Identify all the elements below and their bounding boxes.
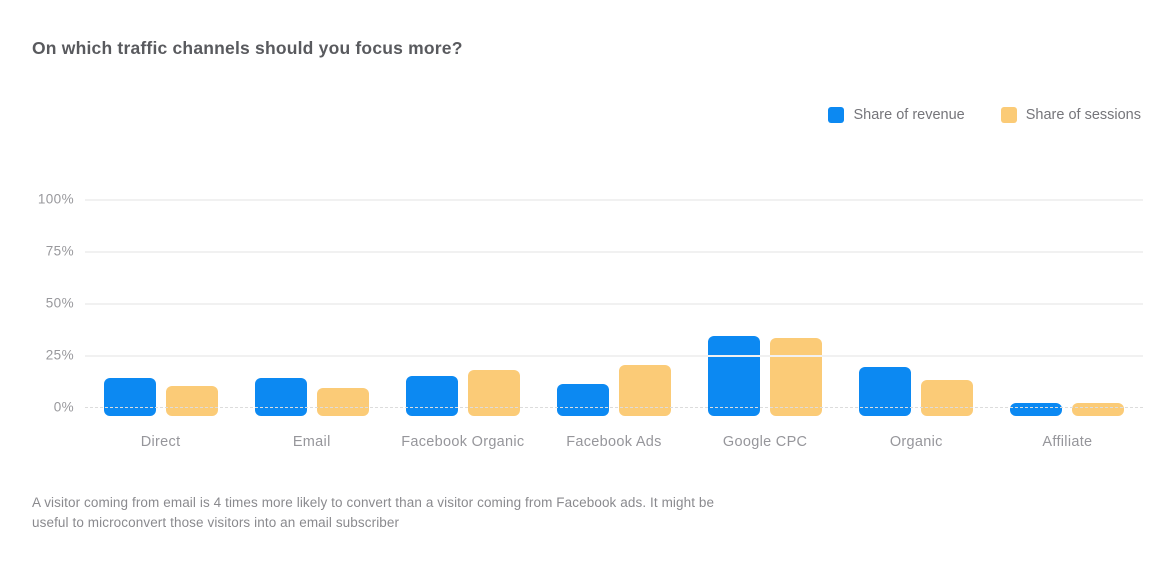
- gridline-25: [85, 355, 1143, 357]
- gridline-100: [85, 199, 1143, 201]
- sessions-bar-facebook-organic[interactable]: [467, 369, 520, 416]
- bar-group-google-cpc: [690, 199, 841, 416]
- legend-label-revenue: Share of revenue: [853, 107, 965, 123]
- sessions-bar-email[interactable]: [316, 388, 369, 416]
- sessions-swatch-icon: [1000, 107, 1017, 123]
- revenue-bar-facebook-organic[interactable]: [405, 375, 458, 416]
- x-axis-labels: Direct Email Facebook Organic Facebook Ads G…: [85, 434, 1143, 450]
- gridline-75: [85, 251, 1143, 253]
- revenue-bar-organic[interactable]: [859, 367, 912, 416]
- sessions-bar-affiliate[interactable]: [1072, 402, 1125, 416]
- bar-group-affiliate: [992, 199, 1143, 416]
- bar-group-direct: [85, 199, 236, 416]
- insight-footnote-line-1: A visitor coming from email is 4 times m…: [32, 495, 715, 510]
- gridline-0: [85, 407, 1143, 408]
- revenue-bar-facebook-ads[interactable]: [556, 384, 609, 416]
- x-axis-label-organic: Organic: [889, 434, 943, 450]
- x-axis-label-email: Email: [292, 434, 331, 450]
- revenue-bar-affiliate[interactable]: [1010, 402, 1063, 416]
- x-axis-label-facebook-organic: Facebook Organic: [401, 434, 525, 450]
- y-axis-label-0: 0%: [53, 399, 74, 415]
- revenue-bar-google-cpc[interactable]: [708, 336, 761, 416]
- bar-group-facebook-organic: [387, 199, 538, 416]
- gridline-50: [85, 303, 1143, 305]
- revenue-swatch-icon: [828, 107, 845, 123]
- y-axis-label-75: 75%: [45, 243, 74, 259]
- revenue-bar-direct[interactable]: [103, 377, 156, 416]
- chart-title: On which traffic channels should you foc…: [32, 38, 463, 58]
- y-axis-label-50: 50%: [45, 295, 74, 311]
- y-axis-label-100: 100%: [37, 191, 74, 207]
- legend-item-sessions[interactable]: Share of sessions: [1000, 107, 1141, 123]
- legend-item-revenue[interactable]: Share of revenue: [828, 107, 965, 123]
- x-axis-label-facebook-ads: Facebook Ads: [566, 434, 662, 450]
- insight-footnote-line-2: useful to microconvert those visitors in…: [32, 515, 400, 531]
- legend-label-sessions: Share of sessions: [1025, 107, 1141, 123]
- insight-footnote: A visitor coming from email is 4 times m…: [32, 493, 714, 534]
- x-axis-label-direct: Direct: [140, 434, 181, 450]
- sessions-bar-direct[interactable]: [165, 386, 218, 416]
- bar-group-email: [236, 199, 387, 416]
- sessions-bar-facebook-ads[interactable]: [618, 365, 671, 416]
- revenue-bar-email[interactable]: [254, 377, 307, 416]
- y-axis-label-25: 25%: [45, 347, 74, 363]
- plot-area: 0% 25% 50% 75% 100%: [38, 192, 1143, 416]
- legend: Share of revenue Share of sessions: [828, 107, 1141, 123]
- sessions-bar-google-cpc[interactable]: [770, 338, 823, 416]
- x-axis-label-google-cpc: Google CPC: [722, 434, 808, 450]
- x-axis-label-affiliate: Affiliate: [1042, 434, 1093, 450]
- sessions-bar-organic[interactable]: [921, 379, 974, 416]
